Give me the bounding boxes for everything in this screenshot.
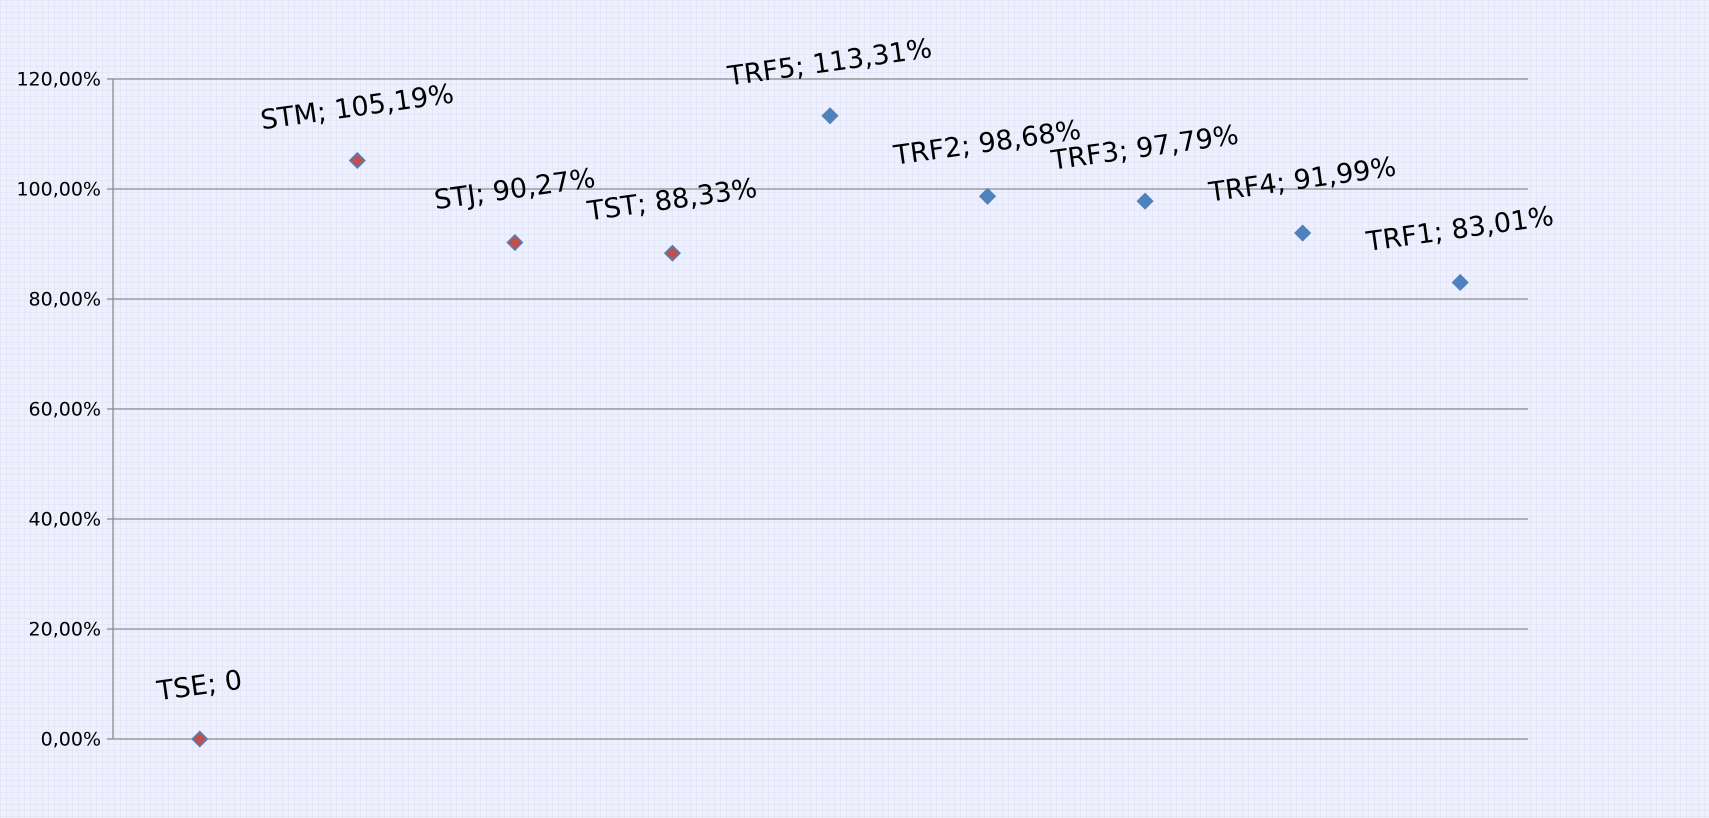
y-tick-label: 60,00% xyxy=(29,399,101,421)
y-tick-label: 20,00% xyxy=(29,619,101,641)
marker xyxy=(506,233,524,252)
y-tick-label: 80,00% xyxy=(29,289,101,311)
marker xyxy=(1136,192,1154,210)
y-tick-label: 120,00% xyxy=(16,69,101,91)
y-tick-label: 0,00% xyxy=(41,729,101,751)
y-tick-label: 40,00% xyxy=(29,509,101,531)
marker xyxy=(821,107,839,125)
marker xyxy=(191,730,209,748)
marker xyxy=(663,244,682,262)
marker xyxy=(348,151,366,170)
marker xyxy=(978,187,997,205)
marker xyxy=(1294,224,1312,242)
marker xyxy=(1451,273,1469,292)
y-tick-label: 100,00% xyxy=(16,179,101,201)
